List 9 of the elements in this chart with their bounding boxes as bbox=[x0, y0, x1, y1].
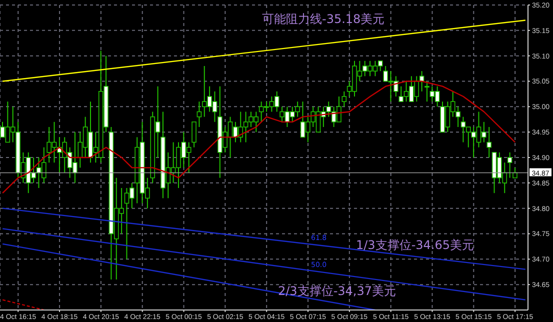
candlestick bbox=[192, 121, 196, 148]
candlestick bbox=[486, 126, 492, 158]
annotation: 可能阻力线-35.18美元 bbox=[262, 11, 385, 28]
candlestick bbox=[196, 101, 202, 128]
candlestick bbox=[512, 167, 518, 178]
annotation: 1/3支撑位-34.65美元 bbox=[356, 237, 474, 254]
candlestick bbox=[507, 152, 512, 178]
candlestick bbox=[342, 90, 347, 108]
candlestick bbox=[424, 80, 430, 102]
